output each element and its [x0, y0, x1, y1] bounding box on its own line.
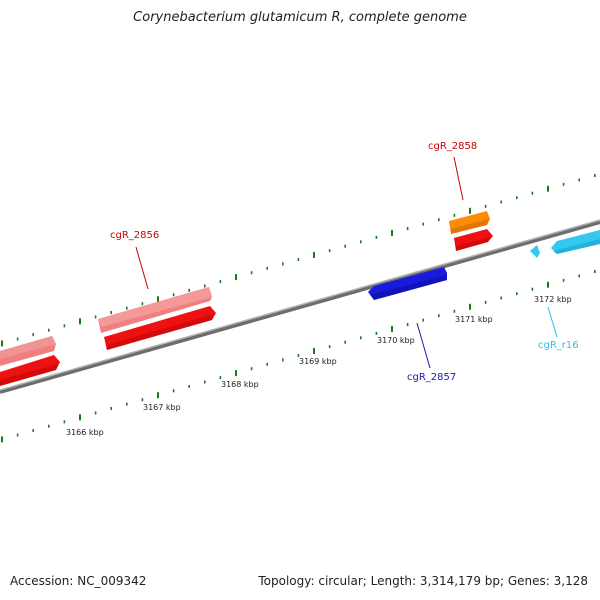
- upper-scale-ticks: [1, 174, 596, 347]
- gene-feature-cgR-r16-cyan-small[interactable]: [530, 245, 540, 258]
- gene-label-cgR-2856[interactable]: cgR_2856: [110, 230, 159, 241]
- lower-scale-ticks: [1, 270, 596, 443]
- gene-feature-cgR-2856-red[interactable]: [104, 306, 216, 350]
- gene-feature-cgR-r16-cyan-shade: [553, 239, 600, 254]
- scale-label-3168: 3168 kbp: [221, 380, 259, 389]
- scale-label-3170: 3170 kbp: [377, 336, 415, 345]
- callout-line-cgR-r16: [547, 306, 558, 338]
- scale-label-3172: 3172 kbp: [534, 295, 572, 304]
- scale-label-3171: 3171 kbp: [455, 315, 493, 324]
- gene-feature-red-left-shade: [0, 364, 58, 386]
- gene-feature-cgR-2857-blue-shade: [370, 275, 447, 300]
- scale-label-3167: 3167 kbp: [143, 403, 181, 412]
- gene-feature-cgR-2858-orange-shade: [451, 219, 489, 234]
- gene-feature-cgR-2858-red-shade: [456, 237, 491, 251]
- gene-feature-red-left[interactable]: [0, 355, 60, 386]
- gene-feature-cgR-2858-red[interactable]: [454, 229, 493, 251]
- map-title: Corynebacterium glutamicum R, complete g…: [133, 10, 467, 25]
- gene-feature-cgR-r16-cyan[interactable]: [551, 230, 600, 254]
- gene-feature-pink-left-top: [0, 336, 56, 359]
- genome-backbone-highlight: [0, 219, 600, 391]
- gene-feature-cgR-2856-red-shade: [106, 314, 214, 350]
- scale-label-3166: 3166 kbp: [66, 428, 104, 437]
- callout-line-cgR-2856: [135, 246, 149, 290]
- accession-text: Accession: NC_009342: [10, 574, 147, 588]
- gene-label-cgR-r16[interactable]: cgR_r16: [538, 340, 579, 351]
- gene-feature-cgR-2856-pink-top: [98, 287, 212, 327]
- gene-label-cgR-2858[interactable]: cgR_2858: [428, 141, 477, 152]
- genome-backbone: [0, 220, 600, 394]
- topology-summary: Topology: circular; Length: 3,314,179 bp…: [258, 574, 588, 588]
- callout-line-cgR-2858: [453, 156, 464, 201]
- scale-label-3169: 3169 kbp: [299, 357, 337, 366]
- gene-label-cgR-2857[interactable]: cgR_2857: [407, 372, 456, 383]
- callout-line-cgR-2857: [416, 322, 431, 369]
